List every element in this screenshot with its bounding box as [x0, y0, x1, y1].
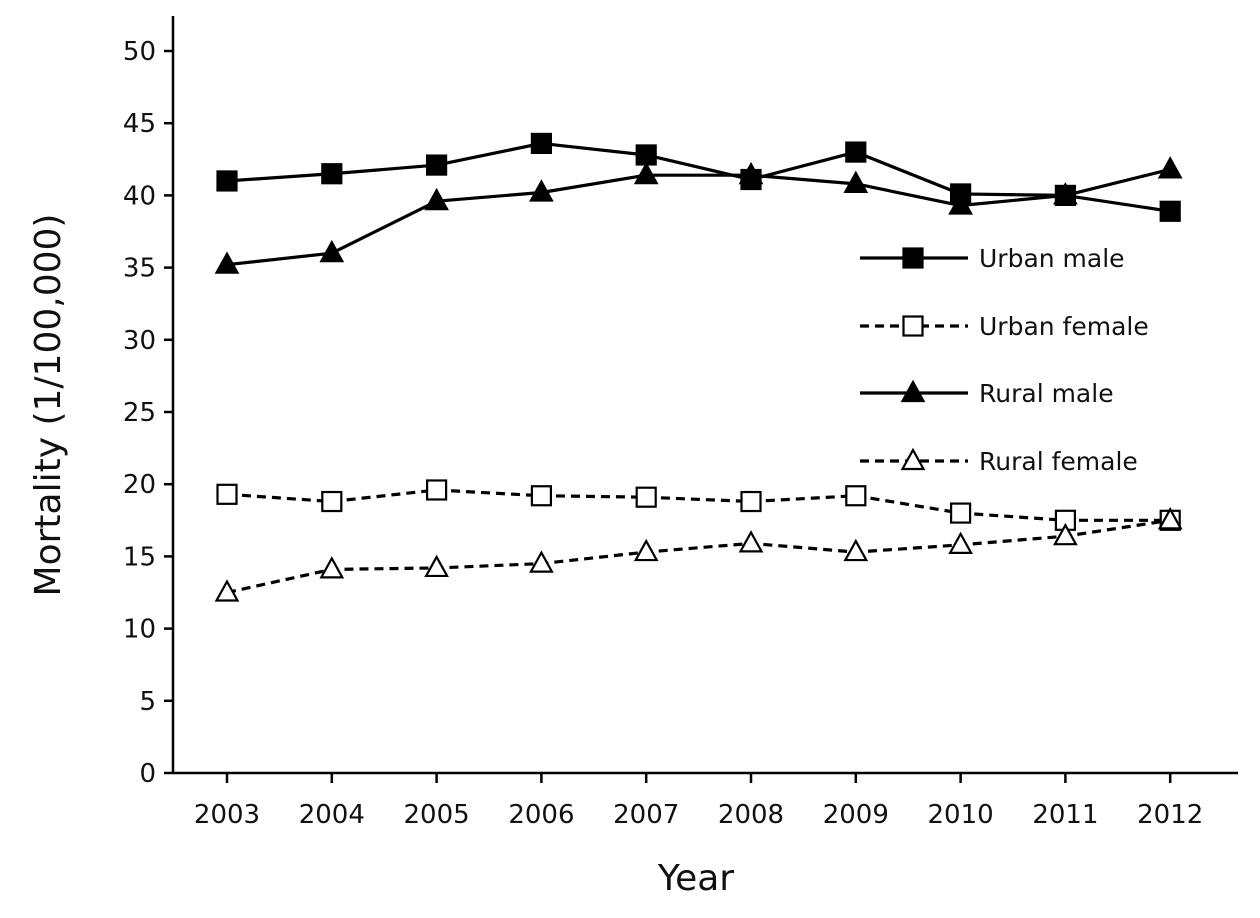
y-tick-label: 40: [123, 181, 156, 211]
data-point-marker: [216, 170, 238, 192]
data-point-marker: [530, 132, 553, 155]
y-tick-label: 50: [123, 37, 156, 67]
data-point-marker: [635, 144, 657, 166]
data-point-marker: [424, 187, 449, 211]
data-point-marker: [843, 538, 869, 562]
data-point-marker: [633, 538, 659, 562]
series-rural-female: [214, 507, 1183, 602]
series-urban-male: [216, 132, 1181, 222]
legend-item-urban-male: Urban male: [860, 244, 1125, 273]
data-point-marker: [529, 179, 554, 202]
legend-label: Rural male: [979, 379, 1114, 408]
y-tick-label: 25: [123, 398, 156, 428]
legend-item-rural-female: Rural female: [860, 447, 1138, 476]
data-point-marker: [319, 239, 345, 263]
legend-marker: [902, 247, 924, 269]
x-tick-label: 2006: [508, 800, 574, 830]
data-point-marker: [321, 163, 343, 185]
series-line: [226, 518, 1171, 595]
x-tick-label: 2003: [194, 800, 260, 830]
data-point-marker: [321, 490, 343, 513]
y-tick-label: 15: [123, 542, 156, 572]
legend-label: Urban female: [979, 312, 1149, 341]
data-point-marker: [1053, 522, 1078, 546]
x-tick-label: 2007: [613, 800, 679, 830]
data-point-marker: [843, 170, 869, 193]
data-point-marker: [426, 154, 448, 176]
series-group: [214, 132, 1183, 602]
x-axis-ticks: 2003 2004 2005 2006 2007 2008 2009 2010 2011 2012: [194, 773, 1203, 830]
data-point-marker: [214, 251, 240, 274]
data-point-marker: [633, 161, 659, 185]
data-point-marker: [529, 550, 554, 573]
data-point-marker: [738, 161, 764, 185]
data-point-marker: [738, 530, 764, 553]
y-axis-title: Mortality (1/100,000): [28, 214, 69, 597]
x-axis-title: Year: [657, 858, 734, 899]
data-point-marker: [845, 485, 867, 507]
y-axis-ticks: 0 5 10 15 20 25 30 35 40 45 50: [123, 37, 173, 789]
legend: Urban male Urban female Rural male Rural fe…: [860, 244, 1149, 476]
y-tick-label: 10: [123, 615, 156, 645]
y-tick-label: 0: [139, 759, 156, 789]
axes: [171, 16, 1238, 775]
x-tick-label: 2010: [928, 800, 994, 830]
data-point-marker: [216, 483, 238, 505]
data-point-marker: [740, 490, 762, 513]
y-tick-label: 45: [123, 109, 156, 139]
data-point-marker: [1053, 182, 1078, 205]
data-point-marker: [424, 554, 449, 578]
legend-marker: [902, 315, 924, 337]
data-point-marker: [845, 141, 867, 163]
series-line: [226, 141, 1171, 213]
x-tick-label: 2005: [404, 800, 470, 830]
series-line: [226, 167, 1171, 267]
legend-item-urban-female: Urban female: [860, 312, 1149, 341]
x-tick-label: 2008: [718, 800, 784, 830]
y-tick-label: 5: [139, 687, 156, 717]
x-tick-label: 2011: [1032, 800, 1098, 830]
data-point-marker: [1157, 507, 1183, 530]
y-tick-label: 30: [123, 326, 156, 356]
data-point-marker: [319, 556, 345, 579]
data-point-marker: [1159, 200, 1181, 222]
data-point-marker: [1157, 156, 1183, 179]
data-point-marker: [635, 486, 657, 508]
data-point-marker: [948, 192, 973, 215]
series-urban-female: [216, 479, 1181, 531]
legend-marker: [900, 447, 926, 471]
x-tick-label: 2009: [823, 800, 889, 830]
legend-label: Urban male: [979, 244, 1125, 273]
series-line: [226, 488, 1171, 522]
x-tick-label: 2004: [299, 800, 365, 830]
data-point-marker: [214, 579, 240, 602]
series-rural-male: [214, 156, 1183, 274]
y-tick-label: 35: [123, 254, 156, 284]
data-point-marker: [948, 531, 973, 554]
data-point-marker: [949, 502, 972, 524]
data-point-marker: [530, 485, 553, 507]
legend-label: Rural female: [979, 447, 1138, 476]
data-point-marker: [426, 479, 448, 501]
x-tick-label: 2012: [1137, 800, 1203, 830]
legend-marker: [900, 379, 926, 403]
legend-item-rural-male: Rural male: [860, 379, 1114, 408]
y-tick-label: 20: [123, 470, 156, 500]
